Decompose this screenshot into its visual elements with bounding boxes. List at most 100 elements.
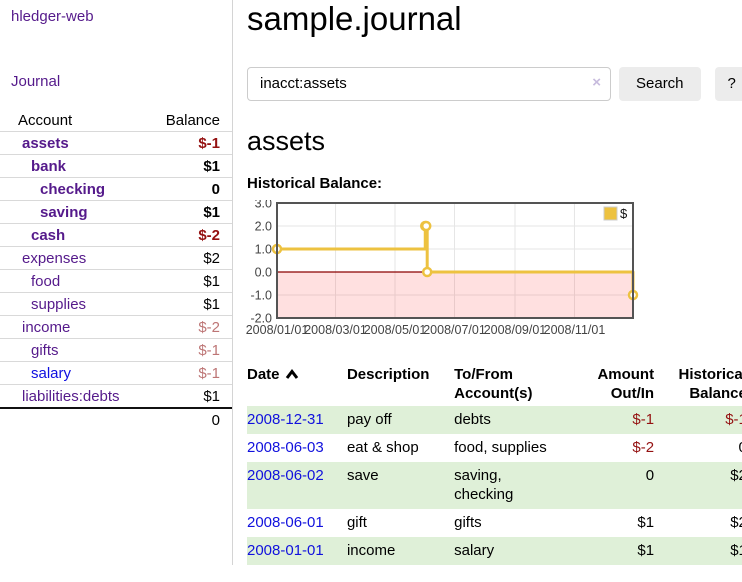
chart-canvas: $3.0 2.0 1.0 0.0 -1.0 -2.02008/01/012008/03/0… xyxy=(246,196,639,337)
account-balance: $2 xyxy=(149,246,232,270)
account-row: assets $-1 xyxy=(0,131,232,155)
account-heading: assets xyxy=(247,125,326,156)
search-input[interactable] xyxy=(247,66,611,101)
accounts-column-balance: Balance xyxy=(149,109,232,132)
account-balance: 0 xyxy=(149,177,232,201)
accounts-total-value: 0 xyxy=(149,407,232,431)
historical-balance-chart: $3.0 2.0 1.0 0.0 -1.0 -2.0 2008/01/01 2008/03/0… xyxy=(239,196,641,340)
transaction-amount: $-2 xyxy=(632,438,655,456)
legend-label: $ xyxy=(620,206,628,221)
transaction-date-link[interactable]: 2008-06-01 xyxy=(247,513,324,531)
search-input-wrap: × xyxy=(247,66,611,101)
account-row: checking 0 xyxy=(0,177,232,201)
transaction-date-link[interactable]: 2008-06-03 xyxy=(247,438,324,456)
account-balance: $1 xyxy=(149,200,232,224)
register-column-accounts: To/From Account(s) xyxy=(454,365,533,402)
accounts-table: Account Balance assets $-1 bank $1 checking 0… xyxy=(0,109,232,431)
app-brand-link[interactable]: hledger-web xyxy=(11,8,94,25)
account-link[interactable]: income xyxy=(22,319,71,336)
sort-ascending-icon xyxy=(285,368,298,379)
transaction-description: pay off xyxy=(346,410,392,428)
data-point-marker xyxy=(420,220,432,231)
account-link[interactable]: gifts xyxy=(31,342,59,359)
transaction-balance: $1 xyxy=(730,541,742,559)
sidebar: hledger-web Journal Account Balance asse… xyxy=(0,0,233,565)
account-link[interactable]: assets xyxy=(22,135,69,152)
y-axis-tick-label: 3.0 xyxy=(255,200,272,211)
transaction-description: save xyxy=(346,466,379,484)
register-table: Date Description To/From Account(s) Amou… xyxy=(247,362,742,565)
transaction-balance: 0 xyxy=(656,434,742,462)
y-axis-tick-label: 0.0 xyxy=(255,265,272,279)
accounts-column-account: Account xyxy=(0,109,150,132)
register-row: 2008-06-01 gift gifts $1 $2 xyxy=(247,509,742,537)
account-balance: $-1 xyxy=(149,361,232,385)
y-axis-tick-label: -1.0 xyxy=(250,288,272,302)
account-balance: $1 xyxy=(149,269,232,293)
search-form: × Search ? xyxy=(247,66,742,101)
help-button[interactable]: ? xyxy=(714,66,742,101)
transaction-amount: $1 xyxy=(637,513,655,531)
negative-region xyxy=(277,271,633,318)
account-row: salary $-1 xyxy=(0,361,232,385)
accounts-header-row: Account Balance xyxy=(0,109,232,132)
data-point-marker xyxy=(421,266,433,277)
account-row: cash $-2 xyxy=(0,223,232,247)
transaction-description: eat & shop xyxy=(346,438,419,456)
transaction-date-link[interactable]: 2008-06-02 xyxy=(247,466,324,484)
account-link[interactable]: food xyxy=(31,273,61,290)
account-balance: $-2 xyxy=(149,223,232,247)
account-link[interactable]: expenses xyxy=(22,250,87,267)
x-axis-tick-label: 2008/03/01 xyxy=(304,323,367,337)
transaction-date-link[interactable]: 2008-12-31 xyxy=(247,410,324,428)
y-axis-tick-label: -2.0 xyxy=(250,311,272,325)
sidebar-item-journal[interactable]: Journal xyxy=(11,73,61,90)
x-axis-tick-label: 2008/09/01 xyxy=(484,323,547,337)
account-balance: $1 xyxy=(149,292,232,316)
clear-search-icon[interactable]: × xyxy=(592,73,601,91)
x-axis-tick-label: 2008/05/01 xyxy=(364,323,427,337)
account-link[interactable]: supplies xyxy=(31,296,87,313)
account-link[interactable]: liabilities:debts xyxy=(22,388,120,405)
account-balance: $1 xyxy=(149,154,232,178)
x-axis-tick-label: 2008/01/01 xyxy=(246,323,309,337)
legend-swatch xyxy=(603,206,618,221)
transaction-balance: $-1 xyxy=(725,410,742,428)
plot-border xyxy=(276,201,634,319)
account-link[interactable]: bank xyxy=(31,158,67,175)
x-axis-tick-label: 2008/07/01 xyxy=(423,323,486,337)
x-axis-tick-label: 2008/11/01 xyxy=(544,323,606,337)
transaction-accounts: food, supplies xyxy=(454,438,547,456)
account-row: expenses $2 xyxy=(0,246,232,270)
account-row: food $1 xyxy=(0,269,232,293)
transaction-description: gift xyxy=(346,513,367,531)
account-row: income $-2 xyxy=(0,315,232,339)
account-link[interactable]: salary xyxy=(31,365,72,382)
account-row: supplies $1 xyxy=(0,292,232,316)
page: hledger-web Journal Account Balance asse… xyxy=(0,0,742,565)
account-link[interactable]: cash xyxy=(31,227,66,244)
account-row: gifts $-1 xyxy=(0,338,232,362)
register-row: 2008-06-03 eat & shop food, supplies $-20 xyxy=(247,434,742,462)
account-row: liabilities:debts $1 xyxy=(0,384,232,409)
register-row: 2008-06-02 save saving, checking 0 $2 xyxy=(247,461,742,509)
transaction-amount: $1 xyxy=(637,541,655,559)
transaction-amount: 0 xyxy=(645,466,655,484)
register-column-balance: Historical Balance xyxy=(678,365,742,402)
search-button[interactable]: Search xyxy=(619,66,701,101)
transaction-date-link[interactable]: 2008-01-01 xyxy=(247,541,324,559)
register-row: 2008-12-31 pay off debts $-1 $-1 xyxy=(247,405,742,434)
transaction-accounts: gifts xyxy=(454,513,482,531)
account-link[interactable]: checking xyxy=(40,181,106,198)
transaction-accounts: salary xyxy=(454,541,495,559)
chart-title: Historical Balance: xyxy=(247,174,383,192)
account-link[interactable]: saving xyxy=(40,204,88,221)
account-balance: $1 xyxy=(149,384,232,409)
account-row: saving $1 xyxy=(0,200,232,224)
accounts-body: assets $-1 bank $1 checking 0 saving $1 cash $-2 e… xyxy=(0,131,232,409)
transaction-description: income xyxy=(346,541,396,559)
account-balance: $-1 xyxy=(149,338,232,362)
y-axis-tick-label: 1.0 xyxy=(255,242,272,256)
page-title: sample.journal xyxy=(247,0,462,37)
transaction-balance: $2 xyxy=(730,466,742,484)
